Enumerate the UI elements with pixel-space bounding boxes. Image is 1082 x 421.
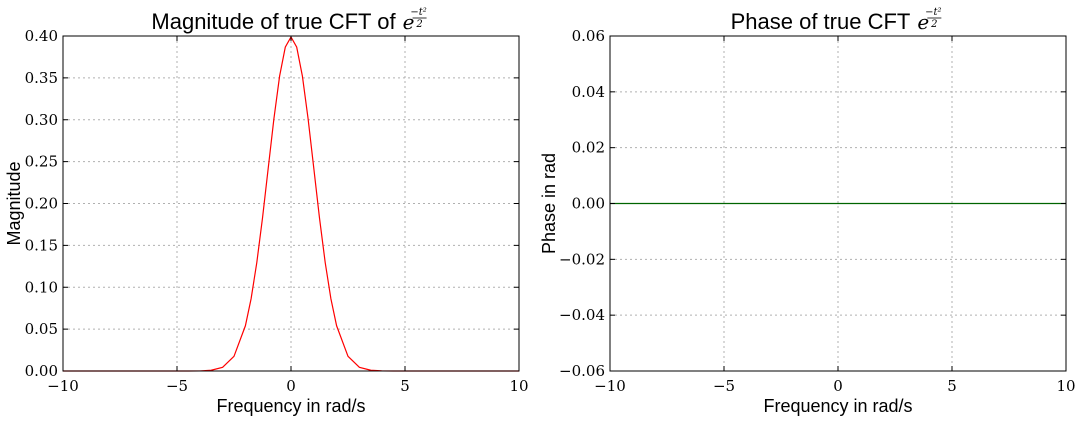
y-tick-label: 0.35	[25, 69, 58, 87]
y-tick-label: 0.06	[572, 27, 605, 45]
x-tick-label: −5	[713, 377, 735, 395]
y-tick-label: 0.15	[25, 236, 58, 254]
y-tick-label: 0.30	[25, 111, 58, 129]
x-tick-label: 10	[1056, 377, 1075, 395]
math-base: e	[403, 10, 415, 34]
title-math-exponent: e−t²2	[403, 7, 427, 34]
x-tick-label: 10	[509, 377, 528, 395]
x-axis-label: Frequency in rad/s	[216, 396, 365, 416]
y-tick-label: 0.40	[25, 27, 58, 45]
chart-title-text: Phase of true CFT	[731, 9, 911, 34]
x-tick-label: 5	[947, 377, 957, 395]
y-axis-label: Phase in rad	[539, 153, 559, 254]
x-tick-label: 0	[833, 377, 843, 395]
y-tick-label: 0.05	[25, 320, 58, 338]
y-tick-label: −0.04	[559, 306, 605, 324]
phase-panel: −10 −5 0 5 10 −0.06 −0.04 −0.02 0.00 0.02 0.04 0.06…	[539, 7, 1076, 416]
x-tick-label: 0	[286, 377, 296, 395]
x-tick-label: −10	[594, 377, 626, 395]
y-tick-label: 0.00	[25, 362, 58, 380]
math-denominator: 2	[930, 19, 937, 30]
y-tick-label: 0.00	[572, 195, 605, 213]
chart-title: Magnitude of true CFT of e−t²2	[151, 7, 426, 34]
y-tick-label: 0.02	[572, 139, 605, 157]
x-tick-label: −10	[47, 377, 79, 395]
y-tick-label: −0.06	[559, 362, 605, 380]
y-tick-label: −0.02	[559, 250, 605, 268]
chart-title-text: Magnitude of true CFT of	[151, 9, 396, 34]
x-tick-label: −5	[166, 377, 188, 395]
y-tick-label: 0.04	[572, 83, 605, 101]
magnitude-panel: −10 −5 0 5 10 0.00 0.05 0.10 0.15 0.20 0.25 0.30 0.3…	[4, 7, 529, 416]
x-tick-label: 5	[400, 377, 410, 395]
x-axis-label: Frequency in rad/s	[763, 396, 912, 416]
math-numerator: −t²	[410, 7, 426, 18]
math-base: e	[917, 10, 929, 34]
y-axis-label: Magnitude	[4, 161, 24, 245]
y-tick-label: 0.25	[25, 153, 58, 171]
y-tick-label: 0.20	[25, 195, 58, 213]
title-math-exponent: e−t²2	[917, 7, 941, 34]
math-denominator: 2	[415, 19, 422, 30]
math-numerator: −t²	[925, 7, 941, 18]
chart-title: Phase of true CFT e−t²2	[731, 7, 942, 34]
y-tick-label: 0.10	[25, 278, 58, 296]
